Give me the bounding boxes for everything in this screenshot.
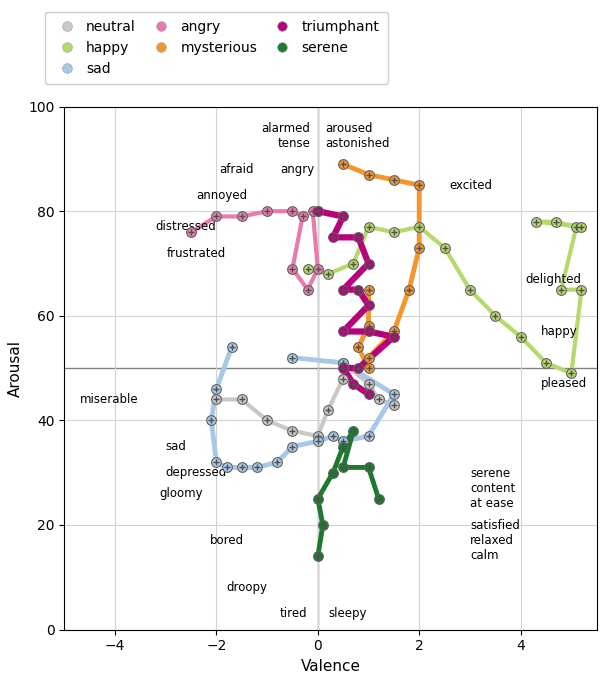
Text: depressed: depressed — [165, 466, 226, 479]
Text: annoyed: annoyed — [196, 189, 247, 202]
Text: tired: tired — [280, 608, 308, 621]
Text: bored: bored — [209, 534, 244, 547]
Text: miserable: miserable — [80, 393, 138, 406]
Text: sleepy: sleepy — [328, 608, 367, 621]
Text: angry: angry — [280, 163, 315, 176]
Text: alarmed
tense: alarmed tense — [261, 122, 310, 150]
Text: pleased: pleased — [541, 377, 587, 390]
Text: frustrated: frustrated — [166, 246, 226, 259]
Text: aroused
astonished: aroused astonished — [326, 122, 390, 150]
Text: gloomy: gloomy — [159, 487, 203, 500]
Text: excited: excited — [450, 179, 493, 191]
Text: droopy: droopy — [226, 581, 267, 594]
Text: sad: sad — [165, 440, 186, 453]
Text: distressed: distressed — [155, 220, 216, 233]
Text: delighted: delighted — [526, 272, 582, 286]
X-axis label: Valence: Valence — [300, 659, 360, 674]
Y-axis label: Arousal: Arousal — [7, 340, 23, 396]
Text: afraid: afraid — [220, 163, 254, 176]
Text: serene
content
at ease: serene content at ease — [470, 467, 515, 510]
Text: satisfied
relaxed
calm: satisfied relaxed calm — [470, 519, 520, 562]
Text: happy: happy — [541, 325, 578, 338]
Legend: neutral, happy, sad, angry, mysterious, triumphant, serene: neutral, happy, sad, angry, mysterious, … — [45, 12, 388, 84]
